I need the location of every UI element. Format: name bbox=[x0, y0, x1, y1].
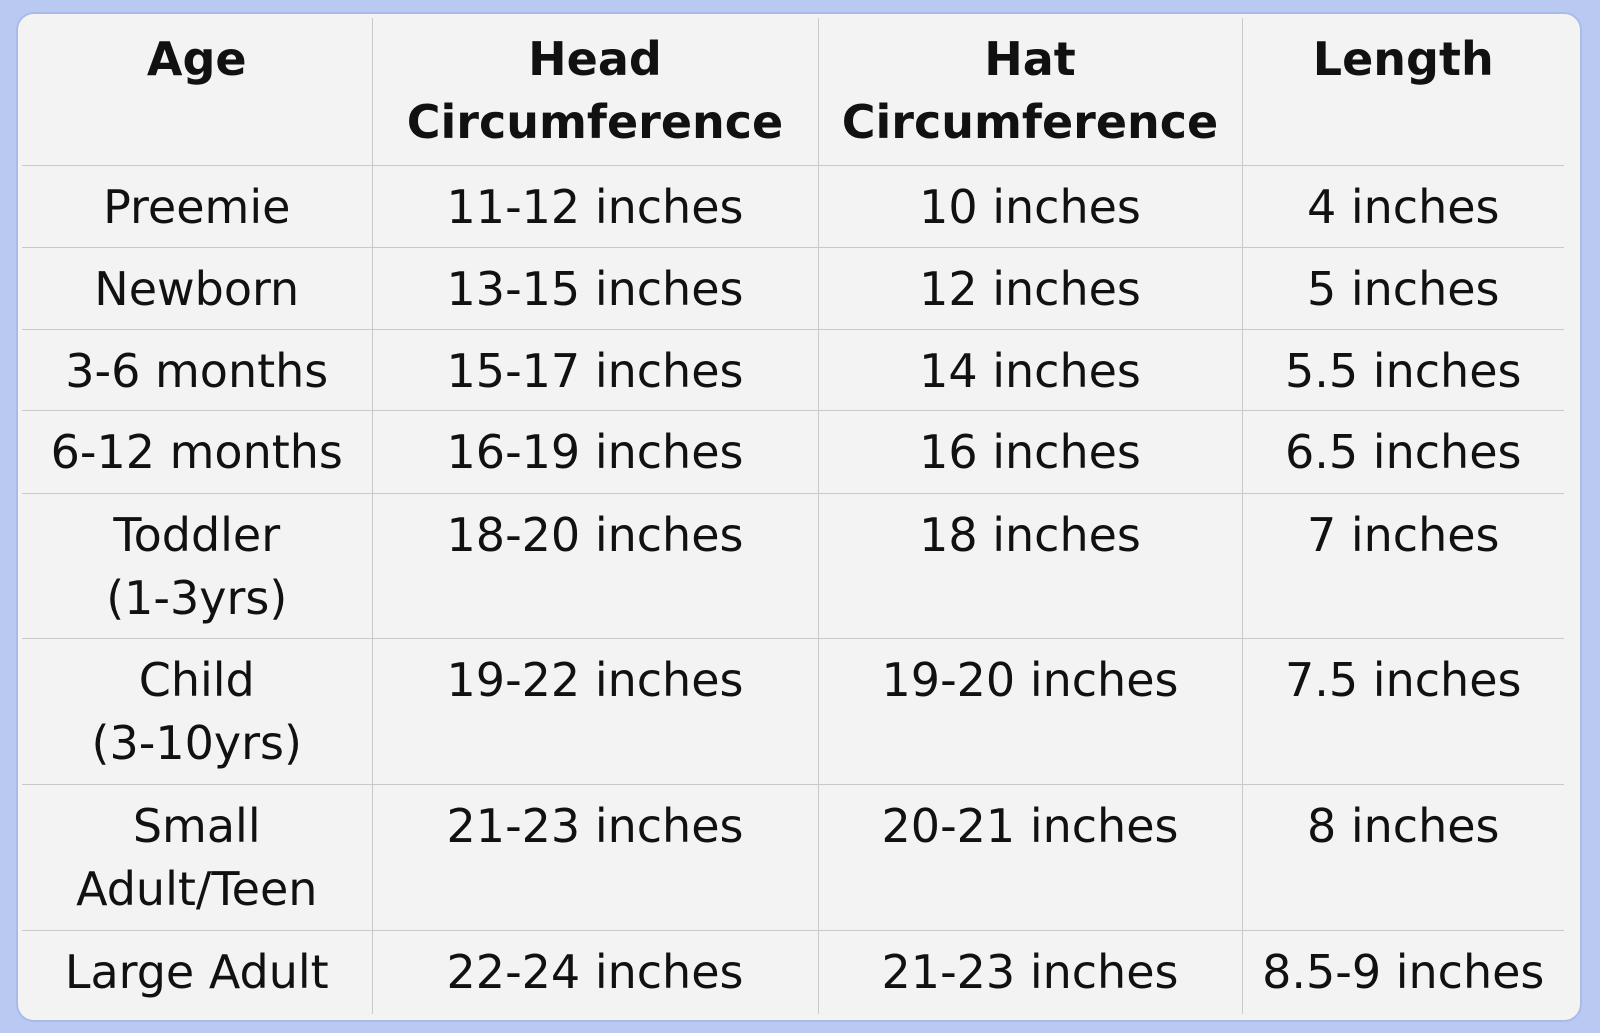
header-cell: Length bbox=[1241, 18, 1564, 166]
header-cell: Age bbox=[22, 18, 373, 166]
table-cell: 13-15 inches bbox=[371, 246, 819, 330]
table-row: Large Adult 22-24 inches 21-23 inches 8.5-9… bbox=[22, 929, 1564, 1014]
table-cell: 10 inches bbox=[817, 164, 1243, 248]
table-cell: Child (3-10yrs) bbox=[22, 637, 373, 785]
table-cell: 3-6 months bbox=[22, 328, 373, 411]
table-cell: 19-20 inches bbox=[817, 637, 1243, 785]
table-cell: 16 inches bbox=[817, 409, 1243, 494]
header-cell: Hat Circumference bbox=[817, 18, 1243, 166]
table-cell: 22-24 inches bbox=[371, 929, 819, 1014]
table-row: Toddler (1-3yrs) 18-20 inches 18 inches 7 i… bbox=[22, 492, 1564, 639]
table-cell: 6.5 inches bbox=[1241, 409, 1564, 494]
table-cell: 6-12 months bbox=[22, 409, 373, 494]
table-cell: 5 inches bbox=[1241, 246, 1564, 330]
table-cell: 11-12 inches bbox=[371, 164, 819, 248]
size-table: Age Head Circumference Hat Circumference Le… bbox=[22, 18, 1564, 1014]
table-row: Preemie 11-12 inches 10 inches 4 inches bbox=[22, 164, 1564, 248]
table-header: Age Head Circumference Hat Circumference Le… bbox=[22, 18, 1564, 166]
table-row: Child (3-10yrs) 19-22 inches 19-20 inches 7… bbox=[22, 637, 1564, 785]
table-cell: 8 inches bbox=[1241, 783, 1564, 931]
header-row: Age Head Circumference Hat Circumference Le… bbox=[22, 18, 1564, 166]
table-cell: 4 inches bbox=[1241, 164, 1564, 248]
table-cell: 20-21 inches bbox=[817, 783, 1243, 931]
table-row: Newborn 13-15 inches 12 inches 5 inches bbox=[22, 246, 1564, 330]
table-cell: 18 inches bbox=[817, 492, 1243, 639]
table-cell: 12 inches bbox=[817, 246, 1243, 330]
table-cell: 15-17 inches bbox=[371, 328, 819, 411]
table-cell: 14 inches bbox=[817, 328, 1243, 411]
table-row: Small Adult/Teen 21-23 inches 20-21 inches… bbox=[22, 783, 1564, 931]
table-cell: Toddler (1-3yrs) bbox=[22, 492, 373, 639]
table-cell: Preemie bbox=[22, 164, 373, 248]
table-cell: 21-23 inches bbox=[371, 783, 819, 931]
table-cell: Small Adult/Teen bbox=[22, 783, 373, 931]
table-cell: Large Adult bbox=[22, 929, 373, 1014]
table-cell: 18-20 inches bbox=[371, 492, 819, 639]
table-cell: 7 inches bbox=[1241, 492, 1564, 639]
table-cell: 16-19 inches bbox=[371, 409, 819, 494]
table-cell: 21-23 inches bbox=[817, 929, 1243, 1014]
table-row: 6-12 months 16-19 inches 16 inches 6.5 inch… bbox=[22, 409, 1564, 494]
table-cell: 8.5-9 inches bbox=[1241, 929, 1564, 1014]
table-cell: 5.5 inches bbox=[1241, 328, 1564, 411]
table-row: 3-6 months 15-17 inches 14 inches 5.5 inche… bbox=[22, 328, 1564, 411]
table-body: Preemie 11-12 inches 10 inches 4 inches Newb… bbox=[22, 164, 1564, 1014]
header-cell: Head Circumference bbox=[371, 18, 819, 166]
table-cell: 19-22 inches bbox=[371, 637, 819, 785]
table-cell: Newborn bbox=[22, 246, 373, 330]
table-cell: 7.5 inches bbox=[1241, 637, 1564, 785]
